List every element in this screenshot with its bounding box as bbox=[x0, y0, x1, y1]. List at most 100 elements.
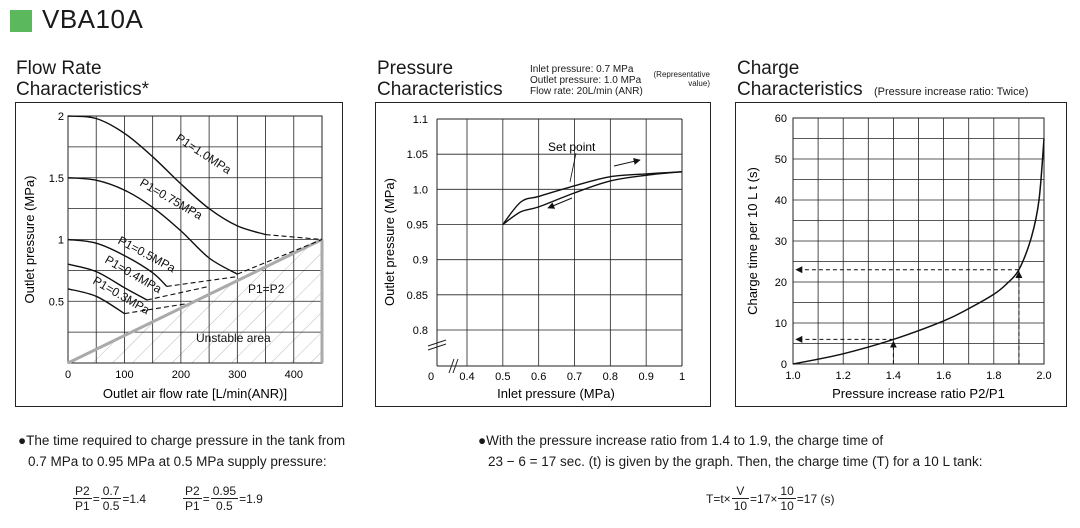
x-tick-label: 1.2 bbox=[836, 370, 851, 382]
series-line bbox=[502, 171, 683, 226]
x-tick-label: 0 bbox=[65, 369, 71, 381]
pressure-chart: Set point 0 0.4 0.5 0.6 0.7 0.8 0.9 1 0.8 0.85 0.9 0… bbox=[382, 114, 685, 401]
f2-num2: 0.95 bbox=[210, 484, 239, 499]
axis-break-x bbox=[448, 358, 459, 374]
note-left-line2: 0.7 MPa to 0.95 MPa at 0.5 MPa supply pr… bbox=[28, 454, 327, 469]
chart3-subtitle: (Pressure increase ratio: Twice) bbox=[873, 86, 1029, 98]
formula-right: T=t× V 10 =17× 10 10 =17 (s) bbox=[706, 484, 834, 513]
f1-result: =1.4 bbox=[122, 491, 147, 506]
note-line1: (Representative bbox=[653, 70, 710, 79]
fr-tail: =17 (s) bbox=[796, 491, 835, 506]
x-tick-label: 1 bbox=[679, 371, 685, 383]
x-axis-label: Inlet pressure (MPa) bbox=[497, 386, 615, 401]
x-tick-label: 0.7 bbox=[567, 371, 582, 383]
f1-den1: P1 bbox=[75, 499, 90, 513]
annotation-label: Set point bbox=[548, 140, 596, 154]
y-tick-label: 60 bbox=[775, 113, 787, 125]
f1-num2: 0.7 bbox=[100, 484, 122, 499]
y-tick-label: 20 bbox=[775, 277, 787, 289]
x-tick-label: 300 bbox=[228, 369, 246, 381]
charts-canvas: P1=1.0MPaP1=0.75MPaP1=0.5MPaP1=0.4MPaP1=… bbox=[22, 111, 1052, 401]
x-tick-label: 1.8 bbox=[986, 370, 1001, 382]
bullet-icon: ● bbox=[18, 433, 27, 448]
chart1-title-line2: Characteristics* bbox=[16, 79, 150, 100]
condition-inlet: Inlet pressure: 0.7 MPa bbox=[530, 64, 634, 75]
y-tick-label: 0.95 bbox=[407, 220, 428, 232]
x-tick-label: 1.6 bbox=[936, 370, 951, 382]
y-tick-label: 0.9 bbox=[413, 255, 428, 267]
y-tick-label: 0.8 bbox=[413, 325, 428, 337]
x-axis-label: Outlet air flow rate [L/min(ANR)] bbox=[103, 386, 287, 401]
f2-num1: P2 bbox=[183, 484, 202, 499]
note-left-line1: The time required to charge pressure in … bbox=[26, 433, 346, 448]
dashed-extension bbox=[166, 276, 238, 287]
arrow-down bbox=[547, 197, 573, 209]
chart3-frame bbox=[735, 102, 1067, 407]
y-tick-label: 1.05 bbox=[407, 149, 428, 161]
chart2-title: Pressure Characteristics bbox=[377, 58, 503, 100]
x-tick-label: 0.5 bbox=[495, 371, 510, 383]
series-label: P1=0.75MPa bbox=[138, 175, 206, 222]
fr-lead: T=t× bbox=[706, 491, 731, 506]
f2-eq: = bbox=[202, 491, 210, 506]
page-title: VBA10A bbox=[42, 4, 144, 34]
x-tick-label: 0.9 bbox=[639, 371, 654, 383]
chart3-title-line2: Characteristics bbox=[737, 79, 863, 100]
y-tick-label: 1.0 bbox=[413, 184, 428, 196]
f1-eq: = bbox=[92, 491, 100, 506]
note-left: ●The time required to charge pressure in… bbox=[18, 430, 345, 472]
note-right-line2: 23 − 6 = 17 sec. (t) is given by the gra… bbox=[488, 454, 983, 469]
series-line bbox=[67, 288, 125, 315]
f1-num1: P2 bbox=[73, 484, 92, 499]
series-label: P1=1.0MPa bbox=[173, 131, 234, 177]
series-line bbox=[792, 138, 1045, 365]
dashed-extension bbox=[237, 238, 323, 275]
x-tick-label: 400 bbox=[285, 369, 303, 381]
charge-chart: 1.0 1.2 1.4 1.6 1.8 2.0 0 10 20 30 40 50 60 Pressure … bbox=[745, 113, 1052, 401]
y-tick-label: 10 bbox=[775, 318, 787, 330]
fr-mid: =17× bbox=[750, 491, 778, 506]
condition-outlet: Outlet pressure: 1.0 MPa bbox=[530, 75, 642, 86]
y-tick-label: 2 bbox=[58, 111, 64, 123]
x-tick-label: 200 bbox=[172, 369, 190, 381]
header-square-icon bbox=[10, 10, 32, 32]
note-line2: value) bbox=[688, 79, 710, 88]
y-tick-label: 40 bbox=[775, 195, 787, 207]
fr-den2: 10 bbox=[780, 499, 794, 513]
y-tick-label: 0 bbox=[781, 359, 787, 371]
chart1-frame bbox=[15, 102, 343, 407]
formula-left-1: P2 P1 = 0.7 0.5 =1.4 bbox=[72, 484, 146, 513]
chart1-title-line1: Flow Rate bbox=[16, 58, 102, 79]
dashed-extension bbox=[124, 303, 187, 315]
series-line bbox=[502, 171, 683, 225]
y-tick-label: 30 bbox=[775, 236, 787, 248]
chart2-title-line2: Characteristics bbox=[377, 79, 503, 100]
condition-flow: Flow rate: 20L/min (ANR) bbox=[530, 86, 643, 97]
arrow-up bbox=[613, 158, 641, 167]
bullet-icon: ● bbox=[478, 433, 487, 448]
x-axis-label: Pressure increase ratio P2/P1 bbox=[832, 386, 1005, 401]
note-right: ●With the pressure increase ratio from 1… bbox=[478, 430, 983, 472]
y-tick-label: 1.1 bbox=[413, 114, 428, 126]
plot-border bbox=[792, 117, 1045, 365]
fr-den1: 10 bbox=[733, 499, 748, 513]
x-tick-label: 1.0 bbox=[785, 370, 800, 382]
y-tick-label: 1 bbox=[58, 235, 64, 247]
chart2-frame bbox=[375, 102, 711, 407]
series-line bbox=[67, 263, 148, 301]
axis-break-y bbox=[427, 339, 447, 351]
y-tick-label: 0.5 bbox=[49, 296, 64, 308]
f2-den2: 0.5 bbox=[216, 499, 233, 513]
f2-result: =1.9 bbox=[239, 491, 263, 506]
boundary-line bbox=[67, 238, 323, 365]
chart3-title: Charge Characteristics (Pressure increas… bbox=[737, 58, 1028, 103]
y-tick-label: 0.85 bbox=[407, 290, 428, 302]
region-label: Unstable area bbox=[196, 331, 271, 345]
f2-den1: P1 bbox=[185, 499, 200, 513]
x-tick-label: 0.8 bbox=[603, 371, 618, 383]
x-tick-label: 0 bbox=[428, 371, 434, 383]
flow-rate-chart: P1=1.0MPaP1=0.75MPaP1=0.5MPaP1=0.4MPaP1=… bbox=[22, 111, 324, 401]
fr-num1: V bbox=[731, 484, 750, 499]
x-tick-label: 0.6 bbox=[531, 371, 546, 383]
chart3-title-line1: Charge bbox=[737, 58, 800, 79]
